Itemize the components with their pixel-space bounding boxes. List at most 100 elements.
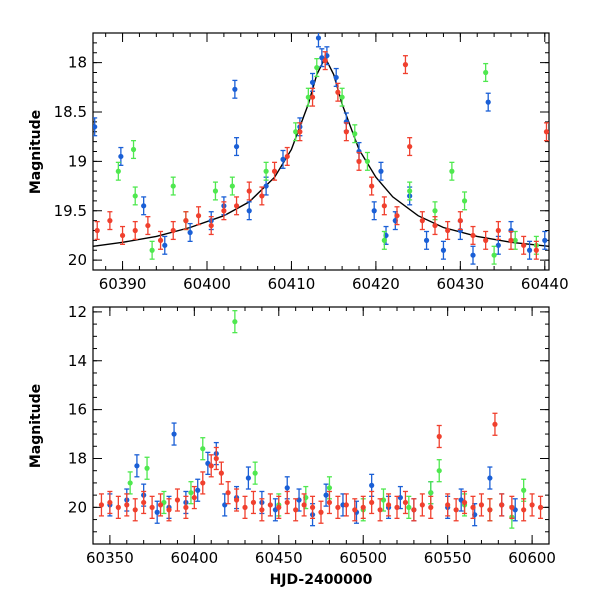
blue-data-point xyxy=(280,156,286,162)
green-data-point xyxy=(326,485,333,491)
blue-data-point xyxy=(369,482,375,488)
red-data-point xyxy=(508,237,514,243)
bottom-y-tick-label: 12 xyxy=(68,303,87,321)
red-data-point xyxy=(428,504,434,510)
green-data-point xyxy=(491,252,497,258)
bottom-x-tick-label: 60350 xyxy=(86,549,134,567)
bottom-x-axis-label: HJD-2400000 xyxy=(270,572,373,588)
red-data-point xyxy=(218,470,224,476)
top-y-tick-label: 19 xyxy=(68,152,87,170)
red-data-point xyxy=(483,237,489,243)
red-data-point xyxy=(157,237,164,243)
red-data-point xyxy=(492,421,498,427)
green-data-point xyxy=(407,188,413,194)
blue-data-point xyxy=(495,242,501,248)
red-data-point xyxy=(411,507,417,513)
red-data-point xyxy=(335,89,341,95)
red-data-point xyxy=(356,158,362,164)
top-y-tick-label: 20 xyxy=(68,251,87,269)
red-data-point xyxy=(271,168,278,174)
green-data-point xyxy=(188,490,194,496)
red-data-point xyxy=(487,507,493,513)
red-data-point xyxy=(107,499,113,506)
top-y-tick-label: 19.5 xyxy=(54,202,87,220)
red-data-point xyxy=(170,227,176,234)
red-data-point xyxy=(213,455,219,462)
green-data-point xyxy=(263,168,269,174)
red-data-point xyxy=(453,507,459,513)
top-axis-ticks xyxy=(93,32,549,271)
blue-data-point xyxy=(171,431,177,437)
red-data-point xyxy=(394,504,400,510)
blue-data-point xyxy=(233,143,240,150)
red-data-point xyxy=(495,227,501,234)
green-data-point xyxy=(305,94,311,100)
red-data-point xyxy=(470,232,476,239)
red-data-point xyxy=(246,188,252,194)
red-data-point xyxy=(276,504,282,510)
top-x-tick-label: 60420 xyxy=(352,275,400,293)
red-data-point xyxy=(157,502,164,508)
top-x-tick-label: 60410 xyxy=(268,275,316,293)
bottom-data-points xyxy=(98,310,544,529)
top-y-tick-label: 18.5 xyxy=(54,103,87,121)
red-data-point xyxy=(394,213,400,219)
blue-data-point xyxy=(93,124,98,130)
blue-data-point xyxy=(134,463,140,469)
red-data-point xyxy=(233,203,240,209)
red-data-point xyxy=(343,129,349,135)
green-data-point xyxy=(432,208,438,214)
red-data-point xyxy=(478,502,485,508)
red-data-point xyxy=(445,502,451,508)
red-data-point xyxy=(445,227,451,234)
red-data-point xyxy=(259,193,265,199)
red-data-point xyxy=(183,218,189,224)
red-data-point xyxy=(132,507,138,513)
red-data-point xyxy=(94,227,100,234)
green-data-point xyxy=(483,69,489,76)
red-data-point xyxy=(233,497,240,503)
red-data-point xyxy=(369,183,375,189)
green-data-point xyxy=(232,319,238,325)
blue-data-point xyxy=(378,168,384,174)
blue-data-point xyxy=(542,237,548,243)
green-data-point xyxy=(339,94,345,100)
blue-data-point xyxy=(246,208,252,214)
top-x-tick-label: 60440 xyxy=(521,275,569,293)
red-data-point xyxy=(369,499,375,506)
top-model-curve-group xyxy=(93,56,549,247)
blue-data-point xyxy=(423,237,430,243)
blue-data-point xyxy=(195,487,201,493)
red-data-point xyxy=(381,203,387,209)
red-data-point xyxy=(509,504,515,510)
bottom-axis-ticks xyxy=(92,307,550,545)
red-data-point xyxy=(259,507,265,513)
red-data-point xyxy=(174,497,181,503)
blue-data-point xyxy=(162,242,168,248)
red-data-point xyxy=(250,499,257,506)
top-data-points xyxy=(93,33,549,265)
blue-data-point xyxy=(470,252,476,258)
green-data-point xyxy=(132,193,138,199)
bottom-plot-frame xyxy=(92,306,550,545)
bottom-x-tick-label: 60500 xyxy=(339,549,387,567)
red-data-point xyxy=(191,494,197,501)
green-data-point xyxy=(406,504,412,510)
blue-data-point xyxy=(333,74,339,81)
red-data-point xyxy=(343,502,349,508)
red-data-point xyxy=(322,58,328,64)
blue-data-point xyxy=(487,475,493,481)
blue-data-point xyxy=(315,35,322,41)
red-data-point xyxy=(309,504,316,510)
top-x-tick-label: 60390 xyxy=(99,275,147,293)
green-data-point xyxy=(449,168,455,174)
red-data-point xyxy=(297,129,303,135)
bottom-x-tick-label: 60600 xyxy=(508,549,556,567)
top-y-axis-label: Magnitude xyxy=(28,110,44,194)
green-data-point xyxy=(293,129,299,135)
red-data-point xyxy=(533,247,539,253)
green-data-point xyxy=(170,183,176,189)
red-data-point xyxy=(457,218,463,224)
bottom-x-tick-label: 60400 xyxy=(170,549,218,567)
red-data-point xyxy=(132,227,138,234)
